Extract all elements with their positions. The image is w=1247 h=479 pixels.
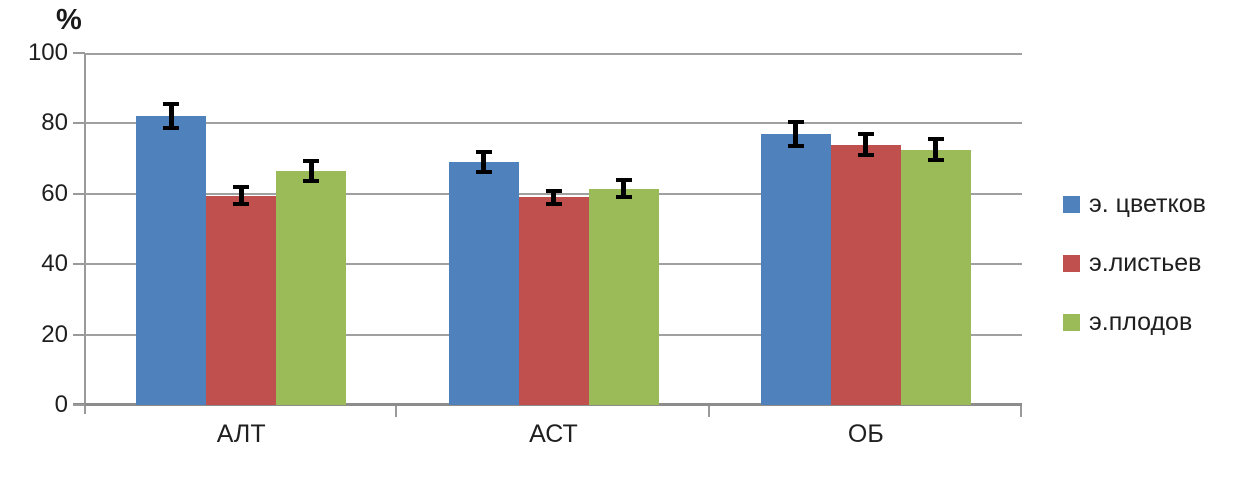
error-bar-bottom-cap xyxy=(545,202,562,207)
y-axis-label: 80 xyxy=(41,109,68,137)
y-axis-label: 40 xyxy=(41,250,68,278)
error-bar-line xyxy=(863,132,869,157)
legend-swatch xyxy=(1063,196,1080,213)
x-axis-tick xyxy=(1020,406,1022,417)
error-bar-bottom-cap xyxy=(787,144,804,149)
error-bar-line xyxy=(793,119,799,149)
legend: э. цветков э.листьев э.плодов xyxy=(1063,190,1206,337)
error-bar xyxy=(545,188,562,207)
legend-label: э.плодов xyxy=(1089,308,1193,336)
error-bar xyxy=(303,158,320,184)
y-axis-tick xyxy=(73,122,85,125)
bar xyxy=(448,162,519,405)
error-bar-line xyxy=(551,188,556,207)
x-axis-label: ОБ xyxy=(847,420,884,448)
legend-item: э. цветков xyxy=(1063,190,1206,219)
error-bar-line xyxy=(481,149,486,175)
error-bar xyxy=(163,102,180,131)
y-axis-unit-label: % xyxy=(56,4,82,36)
x-axis-label: АЛТ xyxy=(216,420,266,448)
error-bar xyxy=(233,185,250,207)
x-axis-tick xyxy=(707,406,710,417)
bar xyxy=(588,188,659,405)
plot-area xyxy=(85,53,1022,405)
bar xyxy=(830,144,901,405)
bar xyxy=(136,116,207,405)
bar xyxy=(276,170,347,405)
error-bar xyxy=(857,132,874,157)
error-bar xyxy=(927,137,944,163)
gridline xyxy=(85,122,1022,125)
error-bar-bottom-cap xyxy=(233,202,250,207)
legend-item: э.листьев xyxy=(1063,249,1206,278)
error-bar-line xyxy=(168,102,174,131)
error-bar-line xyxy=(238,185,244,207)
error-bar-bottom-cap xyxy=(927,158,944,163)
legend-swatch xyxy=(1063,314,1080,331)
error-bar-bottom-cap xyxy=(475,170,492,175)
error-bar-line xyxy=(308,158,314,184)
error-bar-bottom-cap xyxy=(163,126,180,131)
legend-swatch xyxy=(1063,255,1080,272)
legend-item: э.плодов xyxy=(1063,308,1206,337)
error-bar-bottom-cap xyxy=(857,152,874,157)
y-axis-tick xyxy=(73,263,85,266)
y-axis-tick xyxy=(73,192,85,195)
error-bar-line xyxy=(621,177,626,200)
y-axis-label: 100 xyxy=(27,39,68,66)
legend-label: э. цветков xyxy=(1089,190,1206,218)
x-axis-tick xyxy=(395,406,398,417)
error-bar-line xyxy=(933,137,939,163)
gridline xyxy=(85,53,1022,55)
bar xyxy=(900,149,971,405)
y-axis-label: 60 xyxy=(41,179,68,207)
y-axis-label: 20 xyxy=(41,320,68,348)
y-axis-label: 0 xyxy=(54,391,68,418)
y-axis-line xyxy=(84,53,86,414)
y-axis-tick xyxy=(73,52,85,54)
error-bar xyxy=(475,149,492,175)
bar xyxy=(206,195,277,405)
error-bar-bottom-cap xyxy=(303,179,320,184)
bar xyxy=(518,197,589,405)
y-axis-tick xyxy=(73,333,85,336)
x-axis-label: АСТ xyxy=(529,420,578,448)
y-axis-tick xyxy=(73,404,85,406)
error-bar-bottom-cap xyxy=(615,195,632,200)
error-bar xyxy=(615,177,632,200)
bar xyxy=(760,133,831,405)
legend-label: э.листьев xyxy=(1089,249,1202,277)
error-bar xyxy=(787,119,804,149)
